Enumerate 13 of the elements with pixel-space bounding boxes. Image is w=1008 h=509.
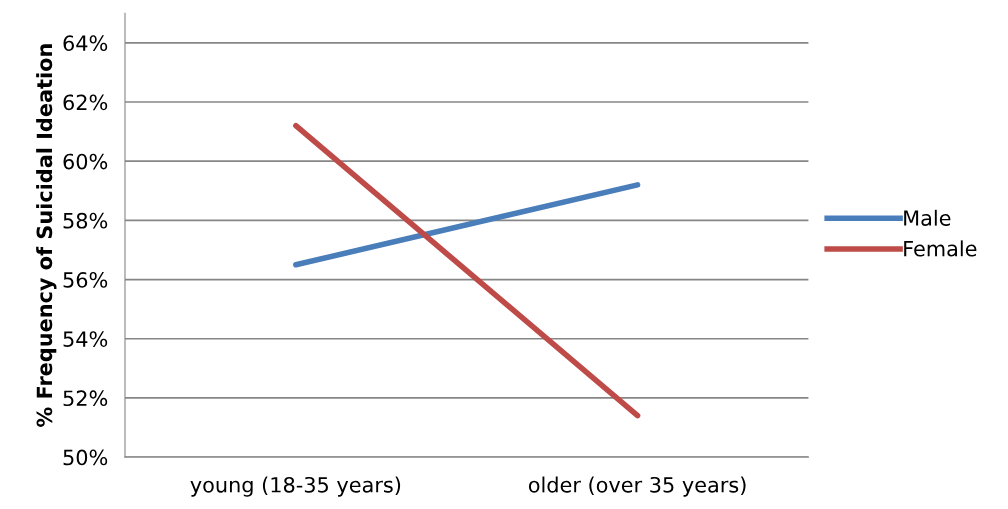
y-tick-label: 64%	[63, 35, 108, 52]
legend-label: Male	[904, 209, 951, 226]
y-tick-label: 62%	[63, 94, 108, 111]
y-tick-label: 58%	[63, 212, 108, 229]
legend-label: Female	[904, 240, 977, 257]
x-tick-label: older (over 35 years)	[528, 476, 746, 497]
y-tick-label: 56%	[63, 272, 108, 288]
y-tick-label: 54%	[63, 331, 108, 347]
x-tick-label: young (18-35 years)	[190, 476, 401, 497]
y-tick-label: 52%	[63, 390, 108, 407]
y-tick-label: 60%	[63, 153, 108, 170]
y-tick-label: 50%	[63, 449, 108, 466]
y-axis-title: % Frequency of Suicidal Ideation	[36, 44, 57, 427]
